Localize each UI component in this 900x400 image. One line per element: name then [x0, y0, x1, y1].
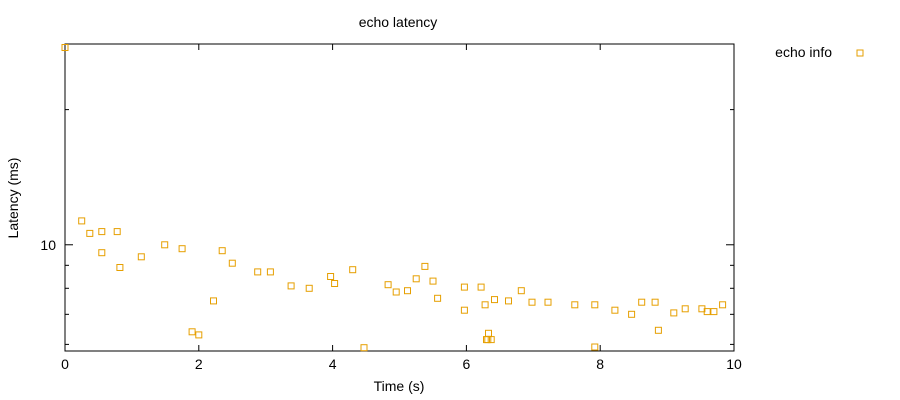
data-point	[505, 297, 512, 305]
data-point	[485, 329, 492, 337]
data-point	[719, 301, 727, 309]
y-tick-label: 10	[40, 237, 56, 253]
data-point	[254, 268, 262, 276]
x-tick-label: 2	[195, 356, 203, 372]
data-point	[195, 331, 203, 339]
y-axis-label: Latency (ms)	[5, 158, 21, 239]
data-point	[331, 280, 339, 287]
data-point	[98, 249, 106, 257]
legend-marker	[856, 49, 864, 57]
data-point	[327, 273, 335, 280]
data-point	[591, 301, 599, 309]
data-point	[638, 298, 646, 306]
data-point	[113, 228, 121, 236]
data-point	[591, 343, 599, 351]
x-tick-label: 4	[329, 356, 337, 372]
legend: echo info	[775, 44, 864, 60]
data-point	[228, 259, 236, 267]
x-axis-label: Time (s)	[374, 378, 425, 394]
data-point	[429, 277, 437, 285]
data-point	[481, 301, 489, 309]
data-point	[384, 281, 392, 289]
data-point	[305, 284, 313, 292]
data-point	[434, 294, 442, 302]
plot-frame	[64, 43, 735, 352]
data-point	[210, 297, 217, 305]
data-point	[710, 308, 718, 316]
data-point	[161, 241, 169, 249]
x-axis: 0 2 4 6 8 10	[61, 44, 742, 372]
data-point	[287, 282, 295, 290]
x-tick-label: 8	[596, 356, 604, 372]
data-point	[654, 326, 662, 334]
data-points	[61, 44, 727, 352]
chart-title: echo latency	[359, 14, 438, 30]
data-point	[412, 275, 420, 283]
data-point	[266, 268, 274, 276]
data-point	[544, 298, 552, 306]
x-tick-label: 6	[463, 356, 471, 372]
x-tick-label: 0	[61, 356, 69, 372]
data-point	[703, 308, 711, 316]
data-point	[651, 298, 659, 306]
data-point	[218, 247, 226, 255]
data-point	[78, 217, 86, 225]
data-point	[188, 328, 196, 336]
data-point	[460, 306, 468, 314]
x-tick-label: 10	[726, 356, 742, 372]
data-point	[392, 288, 400, 296]
data-point	[421, 262, 429, 270]
data-point	[360, 344, 368, 352]
data-point	[98, 228, 106, 236]
data-point	[491, 296, 498, 304]
data-point	[116, 264, 124, 271]
data-point	[61, 44, 69, 51]
data-point	[681, 305, 689, 313]
data-point	[571, 301, 579, 309]
data-point	[670, 309, 678, 317]
legend-label: echo info	[775, 44, 832, 60]
data-point	[404, 287, 411, 295]
data-point	[86, 229, 94, 237]
data-point	[528, 298, 536, 306]
data-point	[517, 287, 525, 295]
data-point	[611, 306, 619, 314]
data-point	[137, 253, 145, 261]
data-point	[477, 283, 485, 291]
data-point	[349, 266, 357, 274]
data-point	[178, 245, 186, 253]
data-point	[628, 310, 636, 318]
data-point	[460, 283, 468, 291]
y-axis: 10	[40, 109, 734, 345]
